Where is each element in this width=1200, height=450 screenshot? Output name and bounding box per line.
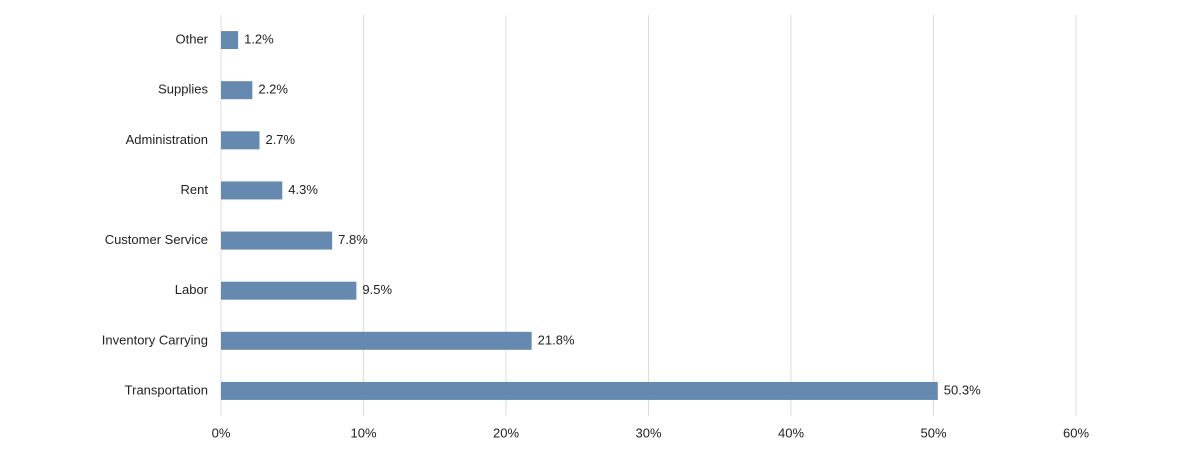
y-tick-label: Rent: [181, 182, 209, 197]
x-tick-label: 0%: [212, 425, 231, 440]
data-label: 50.3%: [944, 382, 981, 397]
y-tick-label: Supplies: [158, 82, 208, 97]
data-label: 4.3%: [288, 182, 318, 197]
y-tick-label: Labor: [175, 282, 209, 297]
y-tick-label: Customer Service: [105, 232, 208, 247]
y-tick-label: Inventory Carrying: [102, 332, 208, 347]
x-tick-label: 20%: [493, 425, 519, 440]
bar: [221, 231, 333, 250]
bar: [221, 131, 260, 150]
data-label: 2.2%: [258, 82, 288, 97]
y-tick-label: Transportation: [125, 382, 208, 397]
bar: [221, 31, 239, 50]
data-label: 21.8%: [538, 332, 575, 347]
y-tick-label: Administration: [126, 132, 208, 147]
data-label: 1.2%: [244, 32, 274, 47]
x-tick-label: 50%: [920, 425, 946, 440]
data-label: 9.5%: [362, 282, 392, 297]
bar: [221, 281, 357, 300]
data-label: 2.7%: [265, 132, 295, 147]
bar: [221, 81, 253, 100]
bar: [221, 181, 283, 200]
x-tick-label: 40%: [778, 425, 804, 440]
bar: [221, 381, 938, 400]
bar: [221, 331, 532, 350]
data-label: 7.8%: [338, 232, 368, 247]
x-tick-label: 10%: [350, 425, 376, 440]
y-tick-label: Other: [175, 32, 208, 47]
x-tick-label: 30%: [635, 425, 661, 440]
x-tick-label: 60%: [1063, 425, 1089, 440]
